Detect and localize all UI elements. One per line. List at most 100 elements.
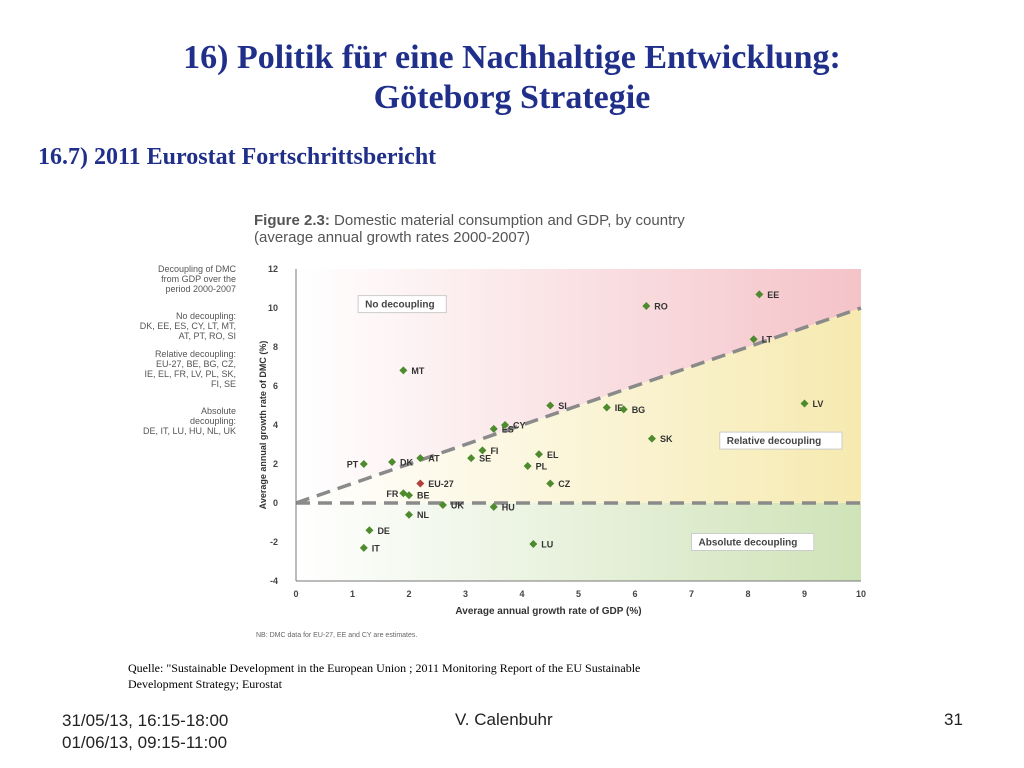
legend-abs-head2: decoupling: — [189, 416, 236, 426]
point-label-it: IT — [372, 543, 381, 553]
source-line-1: Quelle: "Sustainable Development in the … — [128, 661, 641, 675]
x-tick-label: 8 — [745, 589, 750, 599]
point-es — [489, 424, 498, 433]
legend-rel-head: Relative decoupling: — [154, 349, 236, 359]
label-no-decoupling-box — [357, 295, 447, 314]
figure-title-row: Figure 2.3: Domestic material consumptio… — [254, 212, 685, 229]
y-tick-label: 0 — [273, 498, 278, 508]
figure-caption: Figure 2.3: Domestic material consumptio… — [254, 212, 685, 246]
footer-author: V. Calenbuhr — [455, 710, 553, 729]
point-label-be: BE — [417, 491, 430, 501]
legend-no-line2: AT, PT, RO, SI — [178, 331, 236, 341]
x-tick-label: 5 — [576, 589, 581, 599]
y-tick-label: 6 — [273, 381, 278, 391]
page-number: 31 — [944, 710, 963, 729]
y-axis-label: Average annual growth rate of DMC (%) — [258, 341, 268, 510]
point-si — [546, 401, 555, 410]
point-label-cy: CY — [513, 421, 526, 431]
point-label-lv: LV — [813, 399, 824, 409]
legend-no-head: No decoupling: — [175, 311, 236, 321]
label-absolute-decoupling-box — [691, 533, 815, 551]
point-cy — [501, 421, 510, 429]
x-tick-label: 10 — [856, 589, 866, 599]
x-tick-label: 6 — [632, 589, 637, 599]
point-pt — [359, 460, 368, 468]
point-label-ie: IE — [615, 403, 624, 413]
slide-title: 16) Politik für eine Nachhaltige Entwick… — [0, 38, 1024, 118]
diagonal-dashed-line — [295, 306, 862, 505]
x-tick-label: 1 — [350, 589, 355, 599]
x-tick-label: 7 — [689, 589, 694, 599]
point-ie — [602, 403, 611, 412]
point-sk — [647, 434, 656, 443]
point-label-el: EL — [547, 450, 559, 460]
legend-heading: Decoupling of DMC from GDP over the peri… — [120, 264, 236, 294]
point-label-es: ES — [502, 424, 514, 434]
point-label-sk: SK — [660, 434, 673, 444]
legend-no-decoupling: No decoupling: DK, EE, ES, CY, LT, MT, A… — [120, 311, 236, 341]
point-hu — [489, 502, 498, 511]
x-tick-label: 4 — [519, 589, 524, 599]
figure-label: Figure 2.3: — [254, 212, 330, 229]
point-lu — [529, 539, 538, 548]
point-label-mt: MT — [411, 366, 424, 376]
y-tick-label: -4 — [270, 576, 278, 586]
point-cz — [546, 479, 555, 488]
x-axis-label: Average annual growth rate of GDP (%) — [455, 606, 641, 617]
point-label-dk: DK — [400, 458, 413, 468]
x-tick-label: 2 — [406, 589, 411, 599]
point-label-lt: LT — [762, 335, 773, 345]
legend-relative-decoupling: Relative decoupling: EU-27, BE, BG, CZ, … — [120, 349, 236, 389]
point-mt — [399, 366, 408, 375]
point-fi — [478, 446, 487, 455]
point-label-eu-27: EU-27 — [428, 479, 454, 489]
figure-title: Domestic material consumption and GDP, b… — [329, 212, 685, 229]
point-bg — [619, 405, 628, 414]
zone-no-decoupling — [296, 269, 861, 503]
y-tick-label: 8 — [273, 342, 278, 352]
point-eu-27 — [416, 479, 425, 488]
point-de — [365, 526, 374, 535]
point-dk — [388, 458, 397, 467]
legend-rel-line1: EU-27, BE, BG, CZ, — [155, 359, 236, 369]
y-tick-label: -2 — [270, 537, 278, 547]
source-line-2: Development Strategy; Eurostat — [128, 677, 282, 691]
point-se — [467, 454, 476, 463]
legend-head-1: Decoupling of DMC — [157, 264, 236, 274]
y-tick-label: 10 — [268, 303, 278, 313]
point-ee — [755, 290, 764, 299]
y-tick-label: 12 — [268, 264, 278, 274]
label-relative-decoupling: Relative decoupling — [727, 436, 821, 447]
point-label-cz: CZ — [558, 479, 570, 489]
label-relative-decoupling-box — [719, 431, 843, 450]
point-label-uk: UK — [451, 500, 464, 510]
point-label-fi: FI — [490, 446, 498, 456]
legend-head-3: period 2000-2007 — [165, 284, 236, 294]
footer-dates: 31/05/13, 16:15-18:00 01/06/13, 09:15-11… — [62, 710, 228, 754]
label-absolute-decoupling: Absolute decoupling — [699, 538, 798, 549]
point-el — [534, 450, 543, 459]
slide-title-line2: Göteborg Strategie — [373, 79, 651, 116]
point-at — [416, 454, 425, 463]
point-label-hu: HU — [502, 502, 515, 512]
point-be — [405, 491, 413, 500]
figure-note: NB: DMC data for EU-27, EE and CY are es… — [256, 632, 417, 639]
legend-rel-line2: IE, EL, FR, LV, PL, SK, — [144, 369, 236, 379]
x-tick-label: 9 — [802, 589, 807, 599]
point-label-fr: FR — [386, 489, 398, 499]
x-tick-label: 0 — [293, 589, 298, 599]
point-label-se: SE — [479, 454, 491, 464]
legend-abs-line1: DE, IT, LU, HU, NL, UK — [142, 426, 236, 436]
point-label-nl: NL — [417, 510, 429, 520]
x-tick-label: 3 — [463, 589, 468, 599]
legend-rel-line3: FI, SE — [210, 379, 236, 389]
point-label-pl: PL — [536, 461, 548, 471]
point-label-ee: EE — [767, 290, 779, 300]
legend-abs-head1: Absolute — [200, 406, 236, 416]
y-tick-label: 2 — [273, 459, 278, 469]
slide-title-line1: 16) Politik für eine Nachhaltige Entwick… — [183, 39, 841, 76]
point-ro — [642, 302, 651, 311]
point-label-pt: PT — [347, 460, 359, 470]
point-label-bg: BG — [632, 405, 646, 415]
source-citation: Quelle: "Sustainable Development in the … — [128, 660, 768, 692]
